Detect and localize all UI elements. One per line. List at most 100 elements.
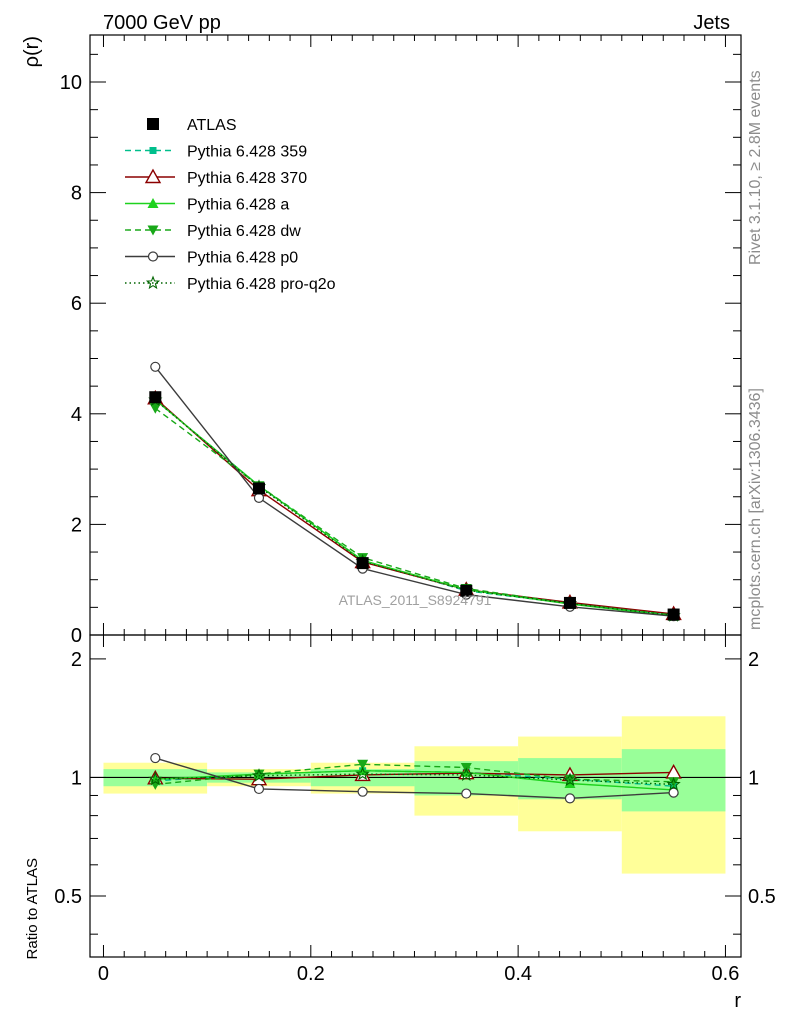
header-left-label: 7000 GeV pp — [103, 12, 221, 34]
header-right-label: Jets — [693, 12, 730, 34]
main-pythia-6-428-359-line — [154, 399, 674, 617]
ratio-y-tick-label-right: 0.5 — [748, 886, 776, 908]
main-atlas-point — [149, 391, 162, 404]
main-pythia-6-428-a-series — [149, 394, 680, 621]
main-y-tick-label: 8 — [71, 183, 82, 205]
ratio-y-tick-label-left: 1 — [71, 767, 82, 789]
x-tick-label: 0.6 — [712, 963, 740, 985]
legend-label: Pythia 6.428 a — [187, 197, 289, 214]
legend-label: ATLAS — [187, 117, 237, 134]
ratio-pythia-6-428-p0-point — [564, 793, 576, 804]
main-pythia-6-428-dw-series — [149, 403, 680, 621]
uncertainty-bands — [103, 716, 726, 874]
main-pythia-6-428-359-series — [151, 396, 678, 620]
main-pythia-6-428-dw-point — [149, 403, 161, 414]
legend-item-pythia-6-428-pro-q2o: Pythia 6.428 pro-q2o — [125, 275, 336, 293]
main-pythia-6-428-pro-q2o-series — [148, 392, 681, 622]
main-pythia-6-428-a-line — [154, 399, 674, 617]
legend-label: Pythia 6.428 359 — [187, 144, 307, 161]
legend-item-pythia-6-428-a: Pythia 6.428 a — [125, 197, 289, 214]
ratio-pythia-6-428-p0-point — [461, 788, 472, 799]
ratio-pythia-6-428-p0-point — [253, 783, 265, 795]
legend-item-pythia-6-428-370: Pythia 6.428 370 — [125, 168, 307, 187]
main-atlas-point — [356, 557, 369, 570]
ratio-y-tick-label-right: 1 — [748, 767, 759, 789]
ratio-y-tick-label-left: 2 — [71, 649, 82, 671]
main-y-tick-label: 0 — [71, 625, 82, 647]
legend-item-pythia-6-428-dw: Pythia 6.428 dw — [125, 223, 301, 240]
ratio-pythia-6-428-pro-q2o-point — [459, 767, 474, 782]
main-y-tick-label: 6 — [71, 293, 82, 315]
legend-marker — [147, 225, 159, 236]
legend-item-pythia-6-428-359: Pythia 6.428 359 — [125, 144, 307, 161]
main-y-tick-labels: 0 2 4 6 8 10 — [60, 72, 82, 647]
ratio-pythia-6-428-a-line — [155, 769, 674, 791]
main-atlas-series — [149, 391, 680, 621]
main-pythia-6-428-p0-line — [154, 366, 674, 617]
ratio-pythia-6-428-a-point — [357, 765, 369, 776]
legend: ATLAS Pythia 6.428 359 Pythia 6.428 370 Pyt… — [125, 117, 336, 293]
ratio-pythia-6-428-dw-point — [668, 777, 680, 788]
ratio-y-tick-label-left: 0.5 — [54, 886, 82, 908]
ratio-pythia-6-428-p0-line — [155, 757, 674, 800]
main-y-tick-label: 2 — [71, 514, 82, 536]
legend-marker — [147, 118, 159, 130]
legend-marker — [144, 168, 162, 184]
legend-marker — [145, 275, 161, 290]
ratio-pythia-6-428-pro-q2o-point — [355, 766, 370, 781]
analysis-watermark: ATLAS_2011_S8924791 — [339, 592, 492, 608]
legend-marker — [147, 251, 159, 262]
legend-label: Pythia 6.428 p0 — [187, 250, 298, 267]
x-tick-labels: 0 0.2 0.4 0.6 — [98, 963, 739, 985]
ratio-pythia-6-428-p0-point — [668, 787, 679, 798]
ratio-pythia-6-428-dw-point — [253, 769, 265, 780]
main-pythia-6-428-370-series — [147, 389, 682, 621]
mcplots-label: mcplots.cern.ch [arXiv:1306.3436] — [747, 388, 764, 630]
main-pythia-6-428-p0-point — [253, 492, 265, 503]
main-atlas-point — [563, 596, 576, 609]
main-panel-series — [147, 361, 682, 622]
legend-marker — [147, 198, 159, 208]
main-atlas-point — [252, 482, 265, 495]
main-pythia-6-428-dw-line — [154, 407, 674, 616]
ratio-pythia-6-428-pro-q2o-line — [155, 773, 674, 786]
ratio-pythia-6-428-370-line — [155, 771, 674, 780]
legend-marker — [149, 147, 157, 154]
x-axis-label: r — [734, 990, 741, 1012]
ratio-pythia-6-428-p0-series — [150, 752, 679, 804]
legend-label: Pythia 6.428 dw — [187, 223, 301, 240]
ratio-pythia-6-428-pro-q2o-point — [666, 776, 681, 791]
main-atlas-point — [667, 608, 680, 621]
ratio-panel-frame — [89, 634, 742, 958]
main-y-tick-label: 4 — [71, 404, 82, 426]
ratio-panel-series — [147, 752, 682, 804]
ratio-pythia-6-428-pro-q2o-point — [148, 771, 163, 786]
ratio-pythia-6-428-pro-q2o-series — [148, 766, 681, 791]
x-tick-label: 0.2 — [297, 963, 325, 985]
main-pythia-6-428-p0-point — [150, 361, 161, 372]
ratio-pythia-6-428-pro-q2o-point — [251, 768, 267, 782]
main-pythia-6-428-p0-series — [150, 361, 679, 622]
main-y-tick-label: 10 — [60, 72, 82, 94]
ratio-pythia-6-428-p0-point — [150, 752, 161, 764]
ratio-pythia-6-428-dw-point — [357, 759, 369, 770]
legend-label: Pythia 6.428 pro-q2o — [187, 276, 336, 293]
ratio-y-tick-label-right: 2 — [748, 649, 759, 671]
main-atlas-point — [460, 584, 473, 597]
main-pythia-6-428-370-line — [154, 397, 674, 615]
legend-item-atlas: ATLAS — [147, 117, 237, 134]
main-y-axis-label: ρ(r) — [21, 36, 43, 67]
legend-label: Pythia 6.428 370 — [187, 170, 307, 187]
legend-item-pythia-6-428-p0: Pythia 6.428 p0 — [125, 250, 298, 267]
main-pythia-6-428-pro-q2o-line — [154, 399, 674, 617]
axis-ticks — [90, 35, 741, 957]
ratio-y-axis-label: Ratio to ATLAS — [24, 858, 41, 959]
ratio-pythia-6-428-pro-q2o-point — [562, 772, 578, 787]
x-tick-label: 0.4 — [504, 963, 532, 985]
ratio-pythia-6-428-dw-line — [155, 763, 674, 786]
rivet-version-label: Rivet 3.1.10, ≥ 2.8M events — [747, 70, 764, 265]
x-tick-label: 0 — [98, 963, 109, 985]
ratio-y-tick-labels: 0.5 0.5 1 1 2 2 — [54, 649, 776, 908]
ratio-pythia-6-428-p0-point — [357, 786, 368, 797]
